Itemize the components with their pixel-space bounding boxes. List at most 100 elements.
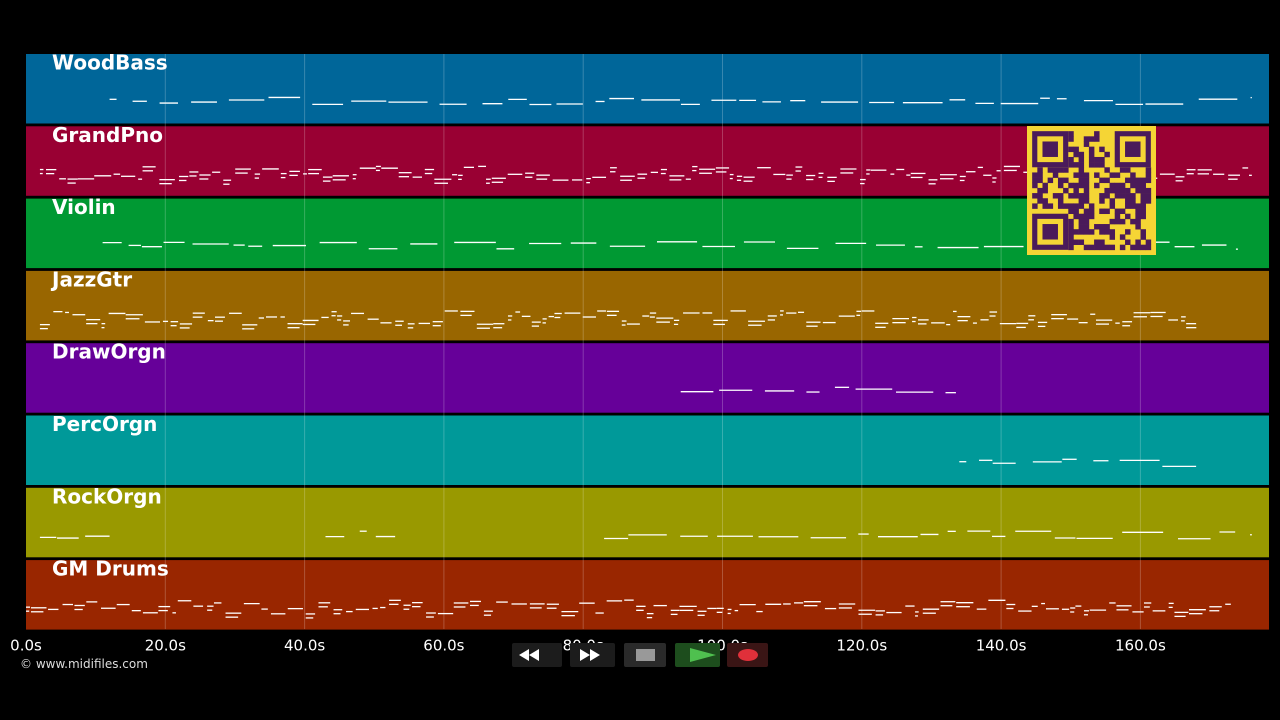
qr-module [1083, 177, 1090, 184]
track-lane [26, 560, 1269, 630]
qr-module [1083, 187, 1090, 194]
qr-module [1099, 208, 1105, 215]
qr-module [1125, 198, 1131, 204]
qr-module [1094, 182, 1100, 189]
qr-module [1125, 229, 1131, 235]
qr-module [1042, 198, 1048, 204]
qr-module [1094, 244, 1100, 251]
time-tick-label: 40.0s [284, 637, 325, 655]
qr-module [1099, 146, 1105, 153]
qr-module [1052, 193, 1059, 199]
qr-module [1083, 172, 1090, 178]
qr-module [1088, 203, 1095, 209]
qr-module [1042, 182, 1048, 189]
track-labels: WoodBass GrandPno Violin JazzGtr DrawOrgn Per… [50, 51, 169, 581]
qr-module [1068, 203, 1074, 209]
qr-module [1083, 208, 1090, 215]
qr-module [1068, 234, 1074, 240]
track-lane [26, 54, 1269, 124]
qr-module [1094, 239, 1100, 245]
qr-module [1104, 167, 1110, 173]
qr-finder [1042, 141, 1058, 157]
qr-module [1099, 177, 1105, 184]
fast-forward-button[interactable] [570, 643, 615, 667]
qr-module [1088, 229, 1095, 235]
track-name: Violin [52, 195, 116, 219]
qr-module [1078, 213, 1085, 220]
qr-module [1088, 213, 1095, 220]
qr-module [1125, 167, 1131, 173]
qr-module [1125, 177, 1131, 184]
rewind-button[interactable] [512, 643, 562, 667]
qr-module [1068, 193, 1074, 199]
qr-module [1104, 151, 1110, 158]
track-name: WoodBass [52, 51, 168, 75]
qr-module [1068, 162, 1074, 168]
qr-module [1094, 131, 1100, 137]
qr-module [1140, 208, 1146, 215]
qr-module [1037, 198, 1043, 204]
qr-module [1032, 182, 1038, 189]
qr-module [1119, 193, 1126, 199]
qr-module [1114, 218, 1121, 225]
qr-module [1078, 172, 1085, 178]
track-lane [26, 415, 1269, 485]
qr-module [1135, 177, 1141, 184]
qr-module [1078, 177, 1085, 184]
qr-module [1140, 182, 1146, 189]
qr-module [1037, 167, 1043, 173]
qr-module [1104, 244, 1110, 251]
qr-module [1088, 151, 1095, 158]
qr-module [1109, 229, 1116, 235]
qr-finder [1042, 224, 1058, 240]
qr-module [1083, 224, 1090, 230]
qr-module [1083, 198, 1090, 204]
qr-module [1068, 136, 1074, 142]
qr-code [1027, 126, 1156, 255]
time-tick-label: 20.0s [145, 637, 186, 655]
qr-module [1073, 229, 1079, 235]
qr-module [1135, 187, 1141, 194]
stop-button[interactable] [624, 643, 666, 667]
track-name: JazzGtr [50, 267, 132, 291]
qr-module [1119, 244, 1126, 251]
qr-module [1068, 229, 1074, 235]
play-button[interactable] [675, 643, 720, 667]
qr-module [1073, 187, 1079, 194]
qr-module [1135, 208, 1141, 215]
track-lane [26, 270, 1269, 341]
qr-module [1104, 229, 1110, 235]
record-button[interactable] [727, 643, 768, 667]
qr-module [1140, 193, 1146, 199]
qr-module [1140, 198, 1146, 204]
qr-module [1135, 213, 1141, 220]
qr-module [1094, 136, 1100, 142]
qr-module [1099, 244, 1105, 251]
qr-module [1130, 244, 1136, 251]
qr-module [1109, 187, 1116, 194]
qr-module [1099, 224, 1105, 230]
qr-module [1135, 182, 1141, 189]
qr-module [1083, 244, 1090, 251]
qr-module [1109, 172, 1116, 178]
qr-module [1057, 182, 1064, 189]
time-tick-label: 140.0s [976, 637, 1027, 655]
qr-module [1068, 239, 1074, 245]
qr-module [1125, 213, 1131, 220]
qr-module [1083, 136, 1090, 142]
qr-module [1145, 177, 1152, 184]
qr-module [1078, 218, 1085, 225]
qr-module [1078, 151, 1085, 158]
qr-module [1037, 172, 1043, 178]
qr-module [1140, 203, 1146, 209]
qr-module [1083, 182, 1090, 189]
qr-module [1109, 203, 1116, 209]
qr-module [1078, 198, 1085, 204]
qr-module [1057, 177, 1064, 184]
qr-module [1057, 198, 1064, 204]
qr-module [1140, 177, 1146, 184]
time-tick-label: 120.0s [836, 637, 887, 655]
qr-module [1073, 151, 1079, 158]
qr-module [1145, 239, 1152, 245]
